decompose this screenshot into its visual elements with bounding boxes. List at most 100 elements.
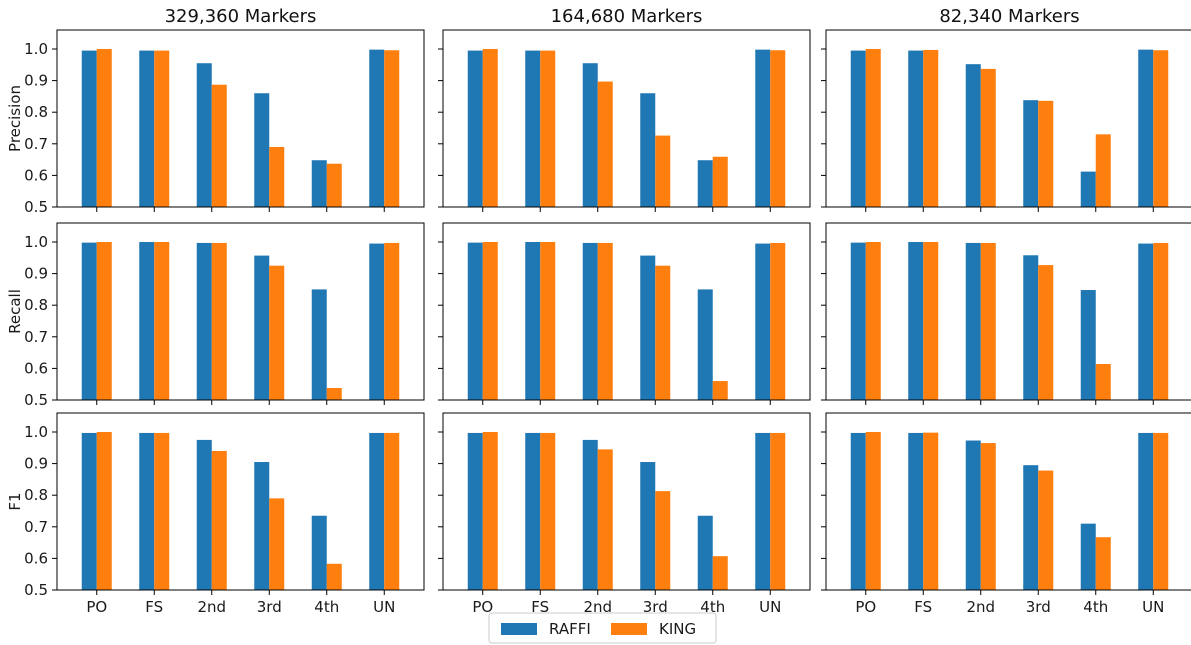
bar-raffi-3rd bbox=[1023, 255, 1039, 400]
bar-king-fs bbox=[923, 49, 939, 208]
bar-raffi-fs bbox=[525, 242, 541, 400]
x-tick-label: PO bbox=[855, 598, 876, 616]
bar-raffi-2nd bbox=[196, 439, 212, 590]
panel-frame bbox=[56, 222, 425, 401]
bar-raffi-4th bbox=[697, 515, 713, 590]
x-tick-label: UN bbox=[373, 598, 395, 616]
bar-raffi-fs bbox=[139, 242, 155, 400]
bar-king-un bbox=[384, 50, 400, 208]
bar-raffi-un bbox=[369, 432, 385, 590]
bar-raffi-un bbox=[1138, 49, 1154, 207]
x-tick-label: 2nd bbox=[966, 598, 995, 616]
bar-king-un bbox=[770, 50, 786, 208]
panel-frame bbox=[825, 222, 1191, 401]
bar-raffi-3rd bbox=[254, 255, 270, 400]
panel-recall-3 bbox=[821, 222, 1191, 405]
bar-raffi-3rd bbox=[254, 462, 270, 590]
bar-king-po bbox=[865, 432, 881, 590]
y-tick-label: 1.0 bbox=[24, 423, 48, 441]
bar-raffi-3rd bbox=[640, 93, 656, 207]
bar-king-4th bbox=[712, 381, 728, 400]
bar-king-po bbox=[482, 432, 498, 590]
y-tick-label: 0.8 bbox=[24, 296, 48, 314]
bar-raffi-4th bbox=[1080, 171, 1096, 207]
bar-raffi-4th bbox=[311, 515, 327, 590]
legend-label-raffi: RAFFI bbox=[549, 620, 591, 638]
panel-f1-3: PO FS 2nd 3rd 4th UN bbox=[821, 412, 1191, 616]
bar-raffi-2nd bbox=[582, 63, 598, 207]
bar-king-fs bbox=[154, 50, 170, 207]
x-tick-label: FS bbox=[914, 598, 932, 616]
legend-label-king: KING bbox=[659, 620, 696, 638]
bar-raffi-2nd bbox=[582, 242, 598, 400]
bar-king-3rd bbox=[1038, 470, 1054, 590]
bar-raffi-fs bbox=[908, 432, 924, 590]
bar-raffi-4th bbox=[1080, 290, 1096, 400]
x-tick-label: 4th bbox=[314, 598, 339, 616]
bar-king-po bbox=[482, 242, 498, 400]
bar-raffi-un bbox=[1138, 243, 1154, 400]
panel-precision-2: 164,680 Markers bbox=[438, 6, 811, 212]
x-tick-label: FS bbox=[145, 598, 163, 616]
bar-raffi-po bbox=[81, 432, 97, 590]
bar-king-un bbox=[770, 432, 786, 590]
bar-raffi-po bbox=[467, 432, 483, 590]
x-tick-label: UN bbox=[759, 598, 781, 616]
bar-king-fs bbox=[923, 432, 939, 590]
y-tick-label: 1.0 bbox=[24, 40, 48, 58]
x-tick-label: PO bbox=[86, 598, 107, 616]
bar-king-2nd bbox=[980, 242, 996, 400]
bar-raffi-po bbox=[850, 242, 866, 400]
y-tick-label: 0.5 bbox=[24, 391, 48, 409]
bar-king-2nd bbox=[597, 81, 613, 207]
bar-raffi-po bbox=[81, 242, 97, 400]
x-tick-label: PO bbox=[472, 598, 493, 616]
bar-raffi-po bbox=[81, 50, 97, 207]
bar-king-3rd bbox=[1038, 265, 1054, 400]
y-tick-label: 1.0 bbox=[24, 233, 48, 251]
bar-raffi-2nd bbox=[965, 440, 981, 590]
bar-raffi-3rd bbox=[1023, 465, 1039, 590]
bar-raffi-4th bbox=[697, 289, 713, 400]
bar-raffi-po bbox=[467, 50, 483, 207]
column-title: 82,340 Markers bbox=[939, 6, 1079, 27]
bar-raffi-un bbox=[1138, 432, 1154, 590]
bar-raffi-3rd bbox=[640, 255, 656, 400]
x-tick-label: 2nd bbox=[197, 598, 226, 616]
panel-frame bbox=[442, 412, 811, 591]
bar-king-po bbox=[865, 49, 881, 207]
bar-king-4th bbox=[326, 163, 342, 207]
bar-raffi-2nd bbox=[965, 242, 981, 400]
y-tick-label: 0.5 bbox=[24, 581, 48, 599]
bar-raffi-4th bbox=[1080, 523, 1096, 590]
bar-king-4th bbox=[712, 556, 728, 590]
y-tick-label: 0.6 bbox=[24, 549, 48, 567]
bar-king-fs bbox=[923, 242, 939, 400]
bar-king-un bbox=[1153, 50, 1169, 208]
legend-swatch-king bbox=[611, 623, 647, 635]
bar-king-po bbox=[865, 242, 881, 400]
bar-raffi-4th bbox=[697, 160, 713, 207]
bar-king-un bbox=[770, 242, 786, 400]
row-label: Precision bbox=[6, 85, 24, 152]
bar-raffi-fs bbox=[525, 432, 541, 590]
bar-raffi-fs bbox=[139, 50, 155, 207]
bar-raffi-4th bbox=[311, 160, 327, 207]
y-tick-label: 0.7 bbox=[24, 518, 48, 536]
legend: RAFFI KING bbox=[488, 612, 717, 644]
bar-king-4th bbox=[1095, 537, 1111, 590]
legend-box bbox=[488, 612, 717, 644]
bar-raffi-fs bbox=[908, 242, 924, 400]
bar-raffi-2nd bbox=[965, 64, 981, 207]
legend-swatch-raffi bbox=[501, 623, 537, 635]
x-tick-label: 3rd bbox=[1026, 598, 1051, 616]
bar-raffi-4th bbox=[311, 289, 327, 400]
x-tick-label: UN bbox=[1142, 598, 1164, 616]
x-tick-label: FS bbox=[531, 598, 549, 616]
panel-precision-1: 0.5 0.6 0.7 0.8 0.9 1.0 329,360 Markers Precisi… bbox=[6, 6, 425, 216]
bar-raffi-fs bbox=[139, 432, 155, 590]
x-tick-label: 4th bbox=[700, 598, 725, 616]
bar-king-2nd bbox=[980, 68, 996, 207]
bar-king-4th bbox=[712, 156, 728, 207]
